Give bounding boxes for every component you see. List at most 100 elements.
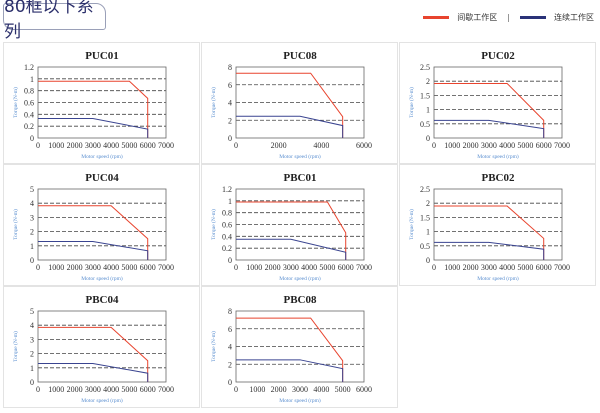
y-tick-label: 2 [228, 360, 232, 369]
x-axis-label: Motor speed (rpm) [477, 275, 519, 282]
y-tick-label: 2 [426, 77, 430, 86]
y-tick-label: 0.8 [222, 209, 232, 218]
y-tick-label: 5 [30, 307, 34, 316]
x-tick-label: 4000 [499, 141, 515, 150]
legend-label-intermittent: 间歇工作区 [457, 13, 498, 22]
x-tick-label: 1000 [48, 263, 64, 272]
x-tick-label: 7000 [554, 263, 570, 272]
chart-title: PUC08 [283, 50, 317, 62]
y-tick-label: 3 [30, 335, 34, 344]
y-tick-label: 4 [228, 343, 232, 352]
y-tick-label: 1.2 [24, 63, 34, 72]
series-continuous-line [236, 359, 344, 382]
chart-title: PBC02 [482, 172, 516, 184]
y-axis-label: Torque (N-m) [210, 87, 217, 118]
x-tick-label: 3000 [85, 385, 101, 394]
x-tick-label: 6000 [536, 263, 552, 272]
chart-svg: PUC08 0 2 4 6 8 0 2000 4000 6000 Motor speed (rpm)… [210, 50, 372, 160]
plot-frame [235, 66, 365, 139]
y-tick-label: 2.5 [420, 63, 430, 72]
series-intermittent-line [236, 201, 347, 260]
x-tick-label: 0 [234, 263, 238, 272]
x-tick-label: 5000 [319, 263, 335, 272]
chart-svg: PBC02 0 0.5 1 1.5 2 2.5 0 1000 2000 3000 4000 5000 60… [408, 172, 570, 282]
y-axis-label: Torque (N-m) [408, 87, 415, 118]
x-tick-label: 4000 [103, 385, 119, 394]
x-tick-label: 5000 [121, 385, 137, 394]
x-axis-label: Motor speed (rpm) [81, 397, 123, 404]
x-tick-label: 2000 [67, 263, 83, 272]
chart-panel-puc04: PUC04 0 1 2 3 4 5 0 1000 2000 3000 4000 5000 6000 7000… [3, 164, 200, 286]
y-tick-label: 2.5 [420, 185, 430, 194]
y-tick-label: 2 [30, 228, 34, 237]
legend-swatch-continuous [520, 16, 546, 19]
x-tick-label: 7000 [356, 263, 372, 272]
y-axis-label: Torque (N-m) [12, 87, 19, 118]
x-tick-label: 6000 [356, 385, 372, 394]
x-tick-label: 3000 [481, 141, 497, 150]
x-tick-label: 4000 [301, 263, 317, 272]
series-continuous-line [236, 238, 347, 260]
chart-svg: PBC04 0 1 2 3 4 5 0 1000 2000 3000 4000 5000 6000 7000… [12, 294, 174, 404]
y-tick-label: 6 [228, 325, 232, 334]
y-axis-label: Torque (N-m) [408, 209, 415, 240]
chart-svg: PUC01 0 0.2 0.4 0.6 0.8 1 1.2 0 1000 2000 3000 4000 5… [12, 50, 174, 160]
x-tick-label: 1000 [444, 141, 460, 150]
x-tick-label: 2000 [67, 141, 83, 150]
x-tick-label: 6000 [140, 263, 156, 272]
plot-frame [37, 66, 167, 139]
legend: 间歇工作区 | 连续工作区 [423, 12, 594, 23]
y-tick-label: 4 [30, 199, 34, 208]
x-tick-label: 4000 [313, 385, 329, 394]
x-tick-label: 4000 [499, 263, 515, 272]
x-tick-label: 2000 [463, 141, 479, 150]
section-title: 80框以下系列 [3, 0, 106, 42]
series-continuous-line [38, 117, 149, 138]
series-continuous-line [434, 119, 545, 138]
x-tick-label: 6000 [140, 141, 156, 150]
x-tick-label: 2000 [265, 263, 281, 272]
chart-panel-pbc08: PBC08 0 2 4 6 8 0 1000 2000 3000 4000 5000 6000 Motor… [201, 286, 398, 408]
y-tick-label: 0.2 [222, 244, 232, 253]
y-tick-label: 2 [30, 350, 34, 359]
chart-panel-pbc02: PBC02 0 0.5 1 1.5 2 2.5 0 1000 2000 3000 4000 5000 60… [399, 164, 596, 286]
x-tick-label: 4000 [313, 141, 329, 150]
x-tick-label: 0 [36, 385, 40, 394]
x-tick-label: 3000 [283, 263, 299, 272]
y-tick-label: 0 [426, 134, 430, 143]
series-intermittent-line [434, 82, 545, 138]
x-tick-label: 0 [234, 141, 238, 150]
x-tick-label: 1000 [249, 385, 265, 394]
y-tick-label: 1.2 [222, 185, 232, 194]
y-tick-label: 0 [426, 256, 430, 265]
x-tick-label: 7000 [554, 141, 570, 150]
x-axis-label: Motor speed (rpm) [81, 153, 123, 160]
series-intermittent-line [38, 205, 149, 260]
x-tick-label: 3000 [85, 263, 101, 272]
x-tick-label: 6000 [536, 141, 552, 150]
y-tick-label: 1.5 [420, 91, 430, 100]
chart-svg: PUC02 0 0.5 1 1.5 2 2.5 0 1000 2000 3000 4000 5000 60… [408, 50, 570, 160]
x-tick-label: 0 [432, 141, 436, 150]
x-tick-label: 2000 [463, 263, 479, 272]
x-axis-label: Motor speed (rpm) [477, 153, 519, 160]
y-tick-label: 2 [228, 116, 232, 125]
y-tick-label: 0 [228, 134, 232, 143]
y-tick-label: 4 [30, 321, 34, 330]
chart-title: PBC08 [284, 294, 318, 306]
x-tick-label: 0 [36, 263, 40, 272]
x-tick-label: 6000 [140, 385, 156, 394]
x-axis-label: Motor speed (rpm) [279, 397, 321, 404]
chart-svg: PBC08 0 2 4 6 8 0 1000 2000 3000 4000 5000 6000 Motor… [210, 294, 372, 404]
y-tick-label: 0 [228, 378, 232, 387]
x-tick-label: 6000 [356, 141, 372, 150]
x-axis-label: Motor speed (rpm) [81, 275, 123, 282]
chart-svg: PBC01 0 0.2 0.4 0.6 0.8 1 1.2 0 1000 2000 3000 4000 5… [210, 172, 372, 282]
plot-frame [235, 310, 365, 383]
y-axis-label: Torque (N-m) [210, 209, 217, 240]
x-tick-label: 7000 [158, 263, 174, 272]
chart-title: PUC04 [85, 172, 119, 184]
chart-title: PBC01 [284, 172, 317, 184]
chart-panel-puc02: PUC02 0 0.5 1 1.5 2 2.5 0 1000 2000 3000 4000 5000 60… [399, 42, 596, 164]
legend-label-continuous: 连续工作区 [554, 13, 594, 22]
